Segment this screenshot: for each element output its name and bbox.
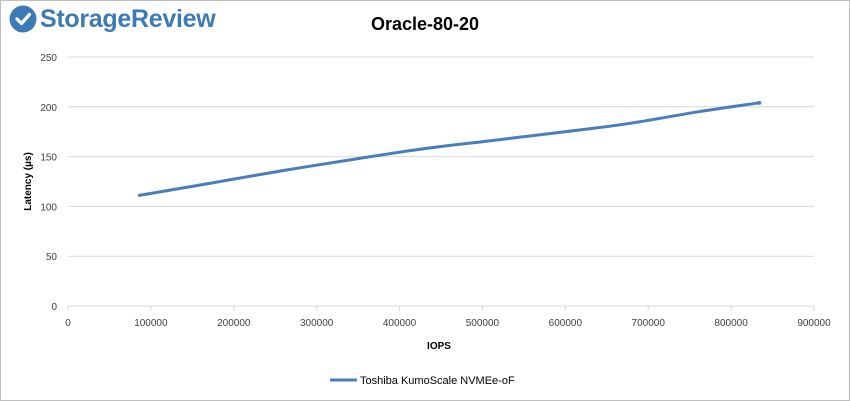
legend-label: Toshiba KumoScale NVMEe-oF	[360, 375, 515, 387]
y-tick-label-0: 0	[51, 302, 57, 313]
y-tick-label-250: 250	[40, 53, 57, 64]
x-tick-label-900000: 900000	[797, 318, 831, 329]
x-tick-label-700000: 700000	[632, 318, 666, 329]
logo-text: StorageReview	[40, 4, 216, 33]
x-tick-label-500000: 500000	[466, 318, 500, 329]
x-tick-label-300000: 300000	[300, 318, 334, 329]
legend: Toshiba KumoScale NVMEe-oF	[330, 375, 515, 387]
data-point-0-9	[757, 100, 762, 105]
series-line-0	[137, 101, 761, 197]
x-axis-title: IOPS	[427, 341, 451, 352]
storagereview-logo-icon	[9, 5, 37, 33]
y-tick-label-200: 200	[40, 103, 57, 114]
storagereview-logo: StorageReview	[8, 4, 216, 34]
x-axis-ticks: 0 100000 200000 300000 400000 500000 600000 700…	[65, 306, 831, 329]
grid-lines	[68, 56, 814, 257]
y-axis-ticks: 0 50 100 150 200 250	[40, 53, 57, 313]
x-tick-label-100000: 100000	[134, 318, 168, 329]
x-tick-label-0: 0	[65, 318, 71, 329]
y-axis-title: Latency (µs)	[23, 152, 34, 211]
series-layer	[137, 100, 762, 197]
y-tick-label-50: 50	[46, 252, 58, 263]
x-tick-label-600000: 600000	[549, 318, 583, 329]
x-tick-label-400000: 400000	[383, 318, 417, 329]
y-tick-label-100: 100	[40, 202, 57, 213]
y-tick-label-150: 150	[40, 153, 57, 164]
chart-title: Oracle-80-20	[370, 14, 480, 34]
x-tick-label-800000: 800000	[714, 318, 748, 329]
x-tick-label-200000: 200000	[217, 318, 251, 329]
